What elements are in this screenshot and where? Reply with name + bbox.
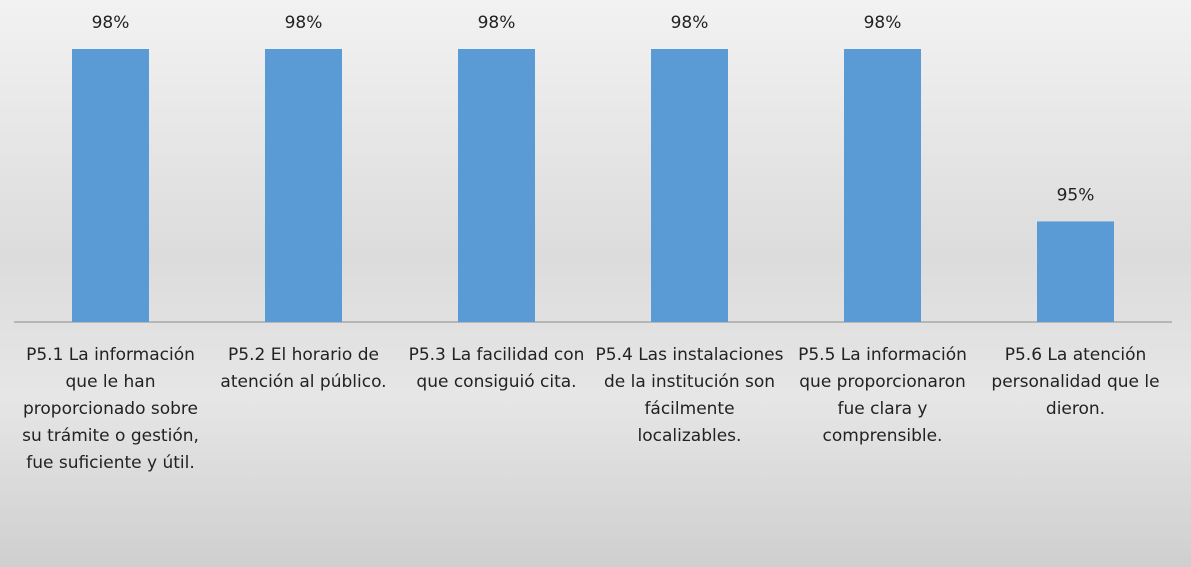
value-label: 98% <box>864 13 902 33</box>
value-label: 98% <box>285 13 323 33</box>
x-tick-label: P5.3 La facilidad con que consiguió cita… <box>408 345 585 392</box>
value-label: 98% <box>92 13 130 33</box>
x-tick-label: P5.6 La atención personalidad que le die… <box>991 345 1160 419</box>
bar <box>1037 221 1114 322</box>
value-label: 98% <box>671 13 709 33</box>
bar <box>844 49 921 322</box>
x-tick-label: P5.4 Las instalaciones de la institución… <box>595 345 784 446</box>
value-label: 95% <box>1057 185 1095 205</box>
value-label: 98% <box>478 13 516 33</box>
x-tick-label: P5.1 La información que le han proporcio… <box>22 345 199 473</box>
bar <box>265 49 342 322</box>
x-tick-label: P5.2 El horario de atención al público. <box>220 345 387 392</box>
bar <box>72 49 149 322</box>
bar <box>458 49 535 322</box>
x-tick-label: P5.5 La información que proporcionaron f… <box>798 345 967 446</box>
bar <box>651 49 728 322</box>
